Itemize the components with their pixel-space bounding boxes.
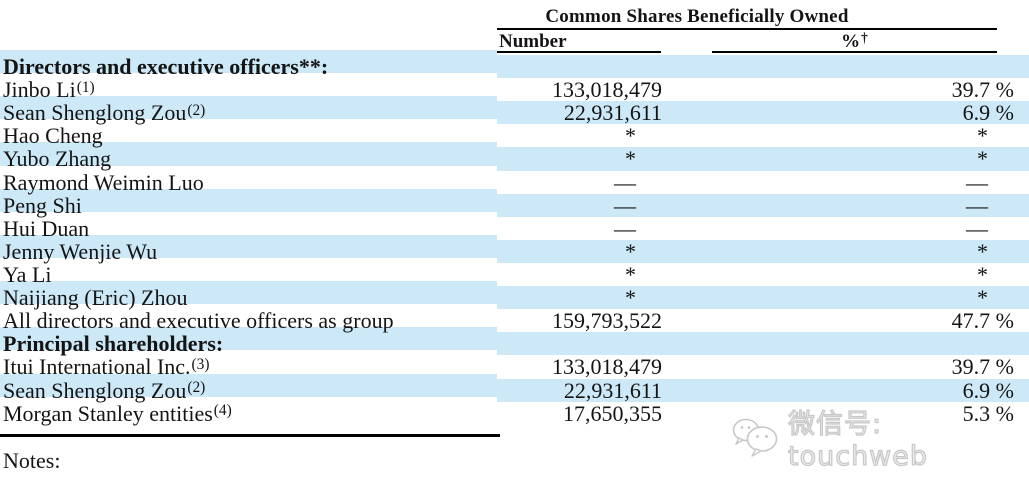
shares-number: — bbox=[614, 215, 636, 241]
shares-number: 133,018,479 bbox=[552, 77, 662, 103]
table-row: All directors and executive officers as … bbox=[0, 308, 1029, 334]
notes-label: Notes: bbox=[3, 448, 61, 473]
shareholder-name-text: Hao Cheng bbox=[3, 123, 103, 149]
shareholder-name: Naijiang (Eric) Zhou bbox=[3, 286, 188, 309]
shareholder-name-text: Raymond Weimin Luo bbox=[3, 169, 204, 195]
shares-number: — bbox=[614, 192, 636, 218]
ownership-percent: * bbox=[977, 285, 988, 311]
shares-number: * bbox=[625, 123, 636, 149]
table-row: Hui Duan — — bbox=[0, 215, 1029, 241]
shareholder-name: Peng Shi bbox=[3, 192, 82, 218]
shareholder-name-text: Jenny Wenjie Wu bbox=[3, 238, 158, 264]
ownership-percent: * bbox=[977, 261, 988, 287]
column-header-number: Number bbox=[499, 31, 567, 52]
shareholder-name-text: Principal shareholders: bbox=[3, 331, 224, 357]
table-row: Yubo Zhang * * bbox=[0, 142, 1029, 172]
shareholder-name-text: Ya Li bbox=[3, 261, 52, 287]
shares-number: 22,931,611 bbox=[563, 100, 662, 126]
shareholder-name-text: Peng Shi bbox=[3, 192, 82, 218]
shareholder-name: Morgan Stanley entities(4) bbox=[3, 400, 232, 428]
shareholder-name: Jenny Wenjie Wu bbox=[3, 240, 157, 263]
table-bottom-rule bbox=[0, 434, 500, 437]
shareholder-name-text: Jinbo Li bbox=[3, 77, 76, 103]
shareholder-name-text: Sean Shenglong Zou bbox=[3, 377, 187, 403]
shareholder-name: Raymond Weimin Luo bbox=[3, 169, 204, 195]
ownership-percent: 47.7 % bbox=[951, 308, 1014, 334]
table-row: Sean Shenglong Zou(2) 22,931,611 6.9 % bbox=[0, 96, 1029, 127]
shareholder-name-text: Yubo Zhang bbox=[3, 146, 112, 172]
shareholder-name: Sean Shenglong Zou(2) bbox=[3, 101, 205, 127]
shares-number: 22,931,611 bbox=[563, 377, 662, 403]
shareholder-name-text: Directors and executive officers**: bbox=[3, 54, 329, 79]
shareholder-name: Hao Cheng bbox=[3, 124, 103, 147]
ownership-percent: — bbox=[966, 169, 988, 195]
table-row: Sean Shenglong Zou(2) 22,931,611 6.9 % bbox=[0, 373, 1029, 405]
watermark-text: 微信号: touchweb bbox=[787, 408, 929, 472]
wechat-icon bbox=[732, 418, 778, 457]
table-row: Jinbo Li(1) 133,018,479 39.7 % bbox=[0, 77, 1029, 104]
ownership-table-body: Directors and executive officers**: Jinb… bbox=[0, 49, 1029, 428]
table-row: Jenny Wenjie Wu * * bbox=[0, 234, 1029, 264]
ownership-percent: 39.7 % bbox=[951, 77, 1014, 103]
table-row: Morgan Stanley entities(4) 17,650,355 5.… bbox=[0, 400, 1029, 428]
ownership-percent: 5.3 % bbox=[962, 400, 1014, 426]
watermark: 微信号: touchweb bbox=[731, 402, 1029, 473]
percent-column-underline bbox=[712, 51, 997, 53]
number-column-underline bbox=[497, 51, 661, 53]
shares-number: — bbox=[614, 169, 636, 195]
ownership-percent: 39.7 % bbox=[951, 354, 1014, 380]
table-row: Hao Cheng * * bbox=[0, 123, 1029, 149]
footnote-marker: (4) bbox=[213, 402, 232, 420]
table-group-header: Common Shares Beneficially Owned bbox=[545, 6, 849, 27]
shareholder-name: Hui Duan bbox=[3, 217, 89, 240]
column-header-percent: %† bbox=[712, 30, 997, 53]
shareholder-name-text: Naijiang (Eric) Zhou bbox=[3, 285, 188, 311]
table-row: Ya Li * * bbox=[0, 261, 1029, 287]
shareholder-name: Sean Shenglong Zou(2) bbox=[3, 377, 206, 405]
shares-number: * bbox=[625, 261, 636, 287]
shareholder-name: Directors and executive officers**: bbox=[3, 55, 328, 78]
shareholder-name-text: Morgan Stanley entities bbox=[3, 400, 213, 426]
group-header-underline bbox=[497, 28, 997, 30]
shareholder-name: Ya Li bbox=[3, 263, 52, 286]
table-row: Raymond Weimin Luo — — bbox=[0, 169, 1029, 195]
table-row: Principal shareholders: bbox=[0, 327, 1029, 356]
shares-number: * bbox=[625, 146, 636, 172]
shareholder-name: Yubo Zhang bbox=[3, 147, 111, 170]
ownership-percent: — bbox=[966, 192, 988, 218]
shares-number: * bbox=[625, 285, 636, 311]
ownership-percent: * bbox=[977, 238, 988, 264]
table-row: Naijiang (Eric) Zhou * * bbox=[0, 281, 1029, 311]
shareholder-name-text: Hui Duan bbox=[3, 215, 90, 241]
footnote-marker: (2) bbox=[187, 101, 206, 119]
footnote-marker: (2) bbox=[187, 379, 206, 397]
footnote-marker: (1) bbox=[76, 78, 95, 96]
footnote-marker: (3) bbox=[191, 356, 210, 374]
shares-number: 133,018,479 bbox=[552, 354, 662, 380]
ownership-percent: * bbox=[977, 146, 988, 172]
shareholder-name-text: All directors and executive officers as … bbox=[3, 308, 394, 334]
table-row: Peng Shi — — bbox=[0, 188, 1029, 218]
dagger-marker: † bbox=[861, 30, 868, 46]
shares-number: 17,650,355 bbox=[563, 400, 662, 426]
shareholder-name: Principal shareholders: bbox=[3, 332, 223, 355]
shares-number: * bbox=[625, 238, 636, 264]
shares-number: 159,793,522 bbox=[552, 308, 662, 334]
ownership-percent: — bbox=[966, 215, 988, 241]
ownership-percent: * bbox=[977, 123, 988, 149]
shareholder-name: Jinbo Li(1) bbox=[3, 78, 95, 104]
shareholder-name-text: Itui International Inc. bbox=[3, 354, 191, 380]
ownership-percent: 6.9 % bbox=[962, 377, 1014, 403]
table-row: Directors and executive officers**: bbox=[0, 49, 1029, 79]
shareholder-name-text: Sean Shenglong Zou bbox=[3, 100, 187, 126]
percent-sign: % bbox=[841, 31, 861, 52]
ownership-percent: 6.9 % bbox=[962, 100, 1014, 126]
shareholder-name: Itui International Inc.(3) bbox=[3, 355, 210, 381]
shareholder-name: All directors and executive officers as … bbox=[3, 309, 394, 332]
table-row: Itui International Inc.(3) 133,018,479 3… bbox=[0, 354, 1029, 381]
